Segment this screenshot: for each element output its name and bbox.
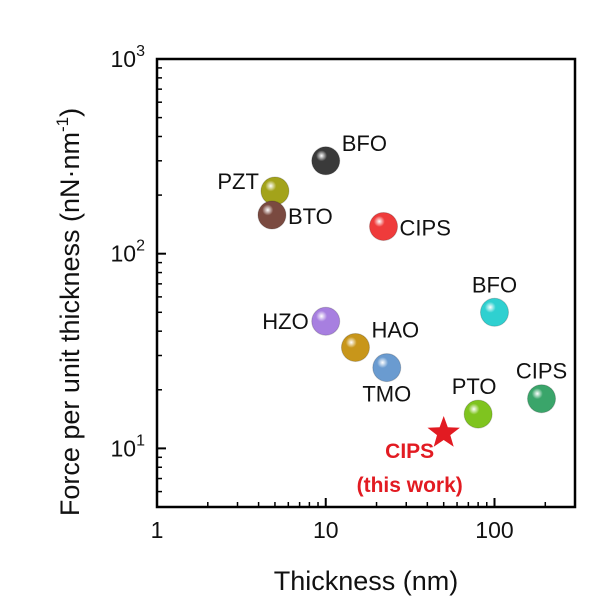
data-point-cips (369, 211, 399, 241)
y-axis-title-main: Force per unit thickness (nN·nm (55, 132, 85, 516)
data-point-pzt (260, 176, 290, 206)
point-label-tmo: TMO (362, 382, 411, 407)
point-label-bto: BTO (288, 204, 333, 229)
marker-layer (257, 146, 557, 447)
data-point-bfo (479, 297, 509, 327)
y-axis-title-sup: -1 (53, 117, 72, 132)
data-point-hzo (311, 306, 341, 336)
tick-layer: 1 10 100 101 102 103 (111, 43, 576, 543)
label-layer: BFO PZT BTO CIPS BFO HZO HAO TMO PTO CIPS CIPS (thi… (217, 131, 567, 497)
highlight-label-name: CIPS (385, 440, 434, 463)
point-label-bfo: BFO (342, 131, 387, 156)
data-point-hao (340, 332, 370, 362)
point-label-cips: CIPS (516, 359, 567, 384)
x-tick-label: 100 (475, 517, 513, 543)
point-label-hao: HAO (371, 317, 419, 342)
point-label-cips: CIPS (400, 215, 451, 240)
point-label-bfo: BFO (472, 272, 517, 297)
x-axis-title: Thickness (nm) (274, 566, 459, 596)
data-point-bfo (311, 146, 341, 176)
plot-frame (155, 57, 577, 509)
y-tick-label: 102 (111, 238, 146, 267)
data-point-bto (257, 200, 287, 230)
x-tick-label: 10 (313, 517, 339, 543)
y-tick-label: 103 (111, 43, 146, 72)
x-tick-label: 1 (151, 517, 164, 543)
point-label-pto: PTO (452, 374, 497, 399)
highlight-label-note: (this work) (357, 474, 463, 497)
data-point-cips (527, 384, 557, 414)
highlight-star-marker (427, 416, 460, 447)
data-point-tmo (372, 353, 402, 383)
data-point-pto (463, 399, 493, 429)
y-axis-title: Force per unit thickness (nN·nm-1) (53, 108, 85, 516)
y-axis-title-close: ) (55, 108, 85, 117)
point-label-pzt: PZT (217, 169, 259, 194)
y-tick-label: 101 (111, 432, 146, 461)
point-label-hzo: HZO (262, 309, 308, 334)
